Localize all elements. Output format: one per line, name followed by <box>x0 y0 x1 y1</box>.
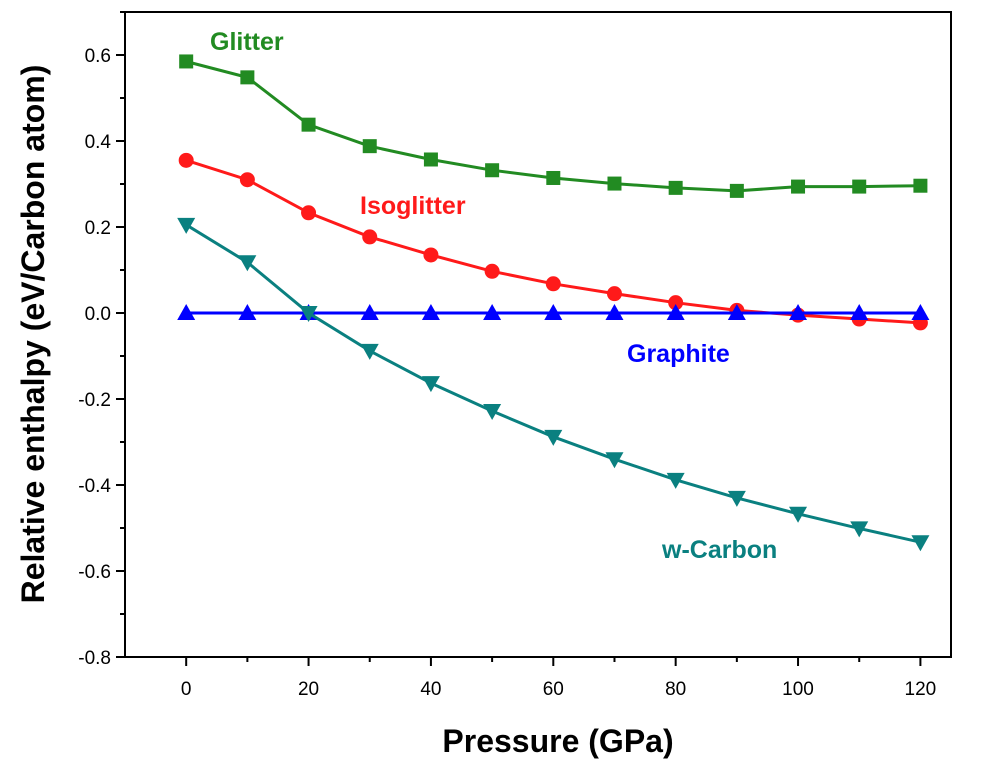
data-point <box>544 304 563 320</box>
data-point <box>483 404 502 421</box>
x-tick-label: 100 <box>782 679 814 700</box>
data-point <box>850 521 869 538</box>
series-label-graphite: Graphite <box>627 340 730 368</box>
x-tick-label: 60 <box>543 679 564 700</box>
data-point <box>177 304 196 320</box>
data-point <box>911 304 930 320</box>
y-tick-label: -0.2 <box>78 390 111 411</box>
data-point <box>299 306 318 322</box>
data-point <box>301 205 317 221</box>
data-point <box>605 452 624 469</box>
y-tick-label: -0.6 <box>78 562 111 583</box>
x-tick-label: 120 <box>905 679 937 700</box>
data-point <box>360 304 379 320</box>
y-tick-label: 0.2 <box>85 218 111 239</box>
data-point <box>360 343 379 360</box>
series-layer <box>177 54 930 552</box>
series-label-glitter: Glitter <box>210 28 284 56</box>
data-point <box>668 180 683 195</box>
plot-frame <box>124 11 952 658</box>
y-tick-label: 0.0 <box>85 304 111 325</box>
data-point <box>911 535 930 552</box>
data-point <box>545 276 561 292</box>
data-point <box>913 178 928 193</box>
data-point <box>546 170 561 185</box>
data-point <box>239 172 255 188</box>
x-axis-title: Pressure (GPa) <box>442 723 673 759</box>
data-point <box>483 304 502 320</box>
series-label-isoglitter: Isoglitter <box>360 192 466 220</box>
data-point <box>605 304 624 320</box>
y-axis-title: Relative enthalpy (eV/Carbon atom) <box>15 65 51 604</box>
y-tick-label: -0.4 <box>78 476 111 497</box>
data-point <box>727 304 746 320</box>
data-point <box>666 472 685 489</box>
x-tick-label: 20 <box>298 679 319 700</box>
data-point <box>179 54 194 69</box>
y-tick-label: 0.4 <box>85 132 112 153</box>
data-point <box>852 179 867 194</box>
data-point <box>423 247 439 263</box>
x-tick-label: 40 <box>420 679 441 700</box>
data-point <box>544 429 563 446</box>
y-tick-label: 0.6 <box>85 46 111 67</box>
data-point <box>177 217 196 234</box>
x-axis-ticks: 0 20 40 60 80 100 120 <box>181 657 936 700</box>
y-axis-ticks: -0.8 -0.6 -0.4 -0.2 0.0 0.2 0.4 0.6 <box>78 11 125 669</box>
data-point <box>607 176 622 191</box>
data-point <box>789 506 808 523</box>
data-point <box>727 490 746 507</box>
data-point <box>240 70 255 85</box>
data-point <box>238 304 257 320</box>
data-point <box>178 152 194 168</box>
series-glitter <box>179 54 928 198</box>
data-point <box>850 304 869 320</box>
data-point <box>421 376 440 393</box>
data-point <box>789 304 808 320</box>
data-point <box>301 117 316 132</box>
data-point <box>362 229 378 245</box>
data-point <box>668 295 684 311</box>
data-point <box>238 255 257 272</box>
data-point <box>423 152 438 167</box>
series-w-carbon <box>177 217 930 552</box>
x-tick-label: 80 <box>665 679 686 700</box>
y-tick-label: -0.8 <box>78 648 111 669</box>
data-point <box>484 263 500 279</box>
series-label-w-carbon: w-Carbon <box>661 536 777 564</box>
x-tick-label: 0 <box>181 679 192 700</box>
data-point <box>485 163 500 178</box>
data-point <box>362 139 377 154</box>
data-point <box>666 304 685 320</box>
data-point <box>606 286 622 302</box>
series-line <box>185 223 921 544</box>
data-point <box>791 179 806 194</box>
data-point <box>421 304 440 320</box>
data-point <box>729 183 744 198</box>
